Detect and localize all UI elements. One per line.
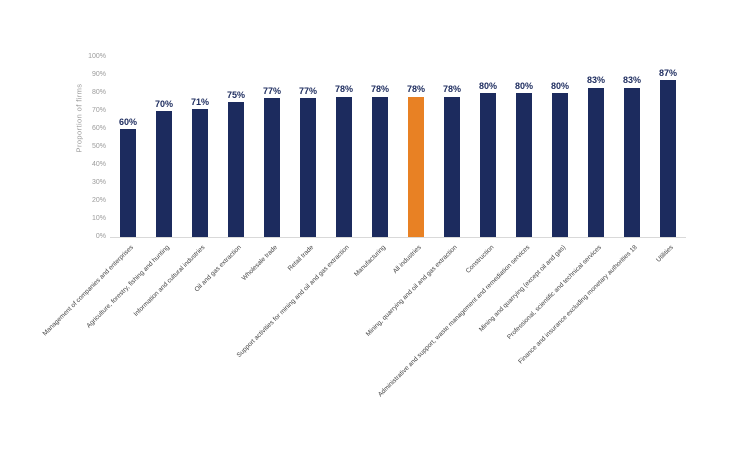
bar [588,87,604,237]
bar-value-label: 60% [118,116,137,127]
bar-value-label: 70% [154,98,173,109]
bar-value-label: 71% [190,96,209,107]
bar-value-label: 83% [586,75,605,86]
bar [372,96,388,237]
bar-value-label: 78% [370,84,389,95]
y-tick-label: 20% [91,197,106,204]
bar [624,87,640,237]
x-tick-label: Utilities [655,244,675,264]
y-tick-label: 90% [91,71,106,78]
bar [516,93,532,237]
bar-value-label: 77% [262,85,281,96]
bar [480,93,496,237]
y-tick-label: 0% [95,233,106,240]
x-tick-label: Manufacturing [352,244,387,279]
bar-value-label: 80% [550,80,569,91]
bar [336,96,352,237]
bar-value-label: 80% [478,80,497,91]
x-axis-line [110,237,686,238]
bar [444,96,460,237]
x-tick-label: Wholesale trade [240,244,279,283]
bar-value-label: 78% [334,84,353,95]
x-tick-label: Retail trade [286,244,315,273]
bar-value-label: 83% [622,75,641,86]
bar-value-label: 78% [442,84,461,95]
y-tick-label: 70% [91,107,106,114]
bar [300,98,316,237]
y-tick-label: 30% [91,179,106,186]
bar [192,109,208,237]
bar-value-label: 80% [514,80,533,91]
y-tick-label: 60% [91,125,106,132]
bar [264,98,280,237]
bar [156,111,172,237]
y-tick-label: 100% [88,53,106,60]
y-tick-label: 50% [91,143,106,150]
x-tick-label: All industries [391,244,423,276]
x-tick-label: Construction [464,244,495,275]
bar [660,80,676,237]
bar-all-industries-highlighted [408,96,424,237]
bar [228,102,244,237]
y-tick-label: 80% [91,89,106,96]
bar-value-label: 77% [298,85,317,96]
bar-value-label: 87% [658,67,677,78]
y-tick-label: 40% [91,161,106,168]
y-tick-label: 10% [91,215,106,222]
bar [120,129,136,237]
bar-value-label: 75% [226,89,245,100]
bar [552,93,568,237]
bar-value-label: 78% [406,84,425,95]
x-tick-label: Information and cultural industries [133,244,207,318]
